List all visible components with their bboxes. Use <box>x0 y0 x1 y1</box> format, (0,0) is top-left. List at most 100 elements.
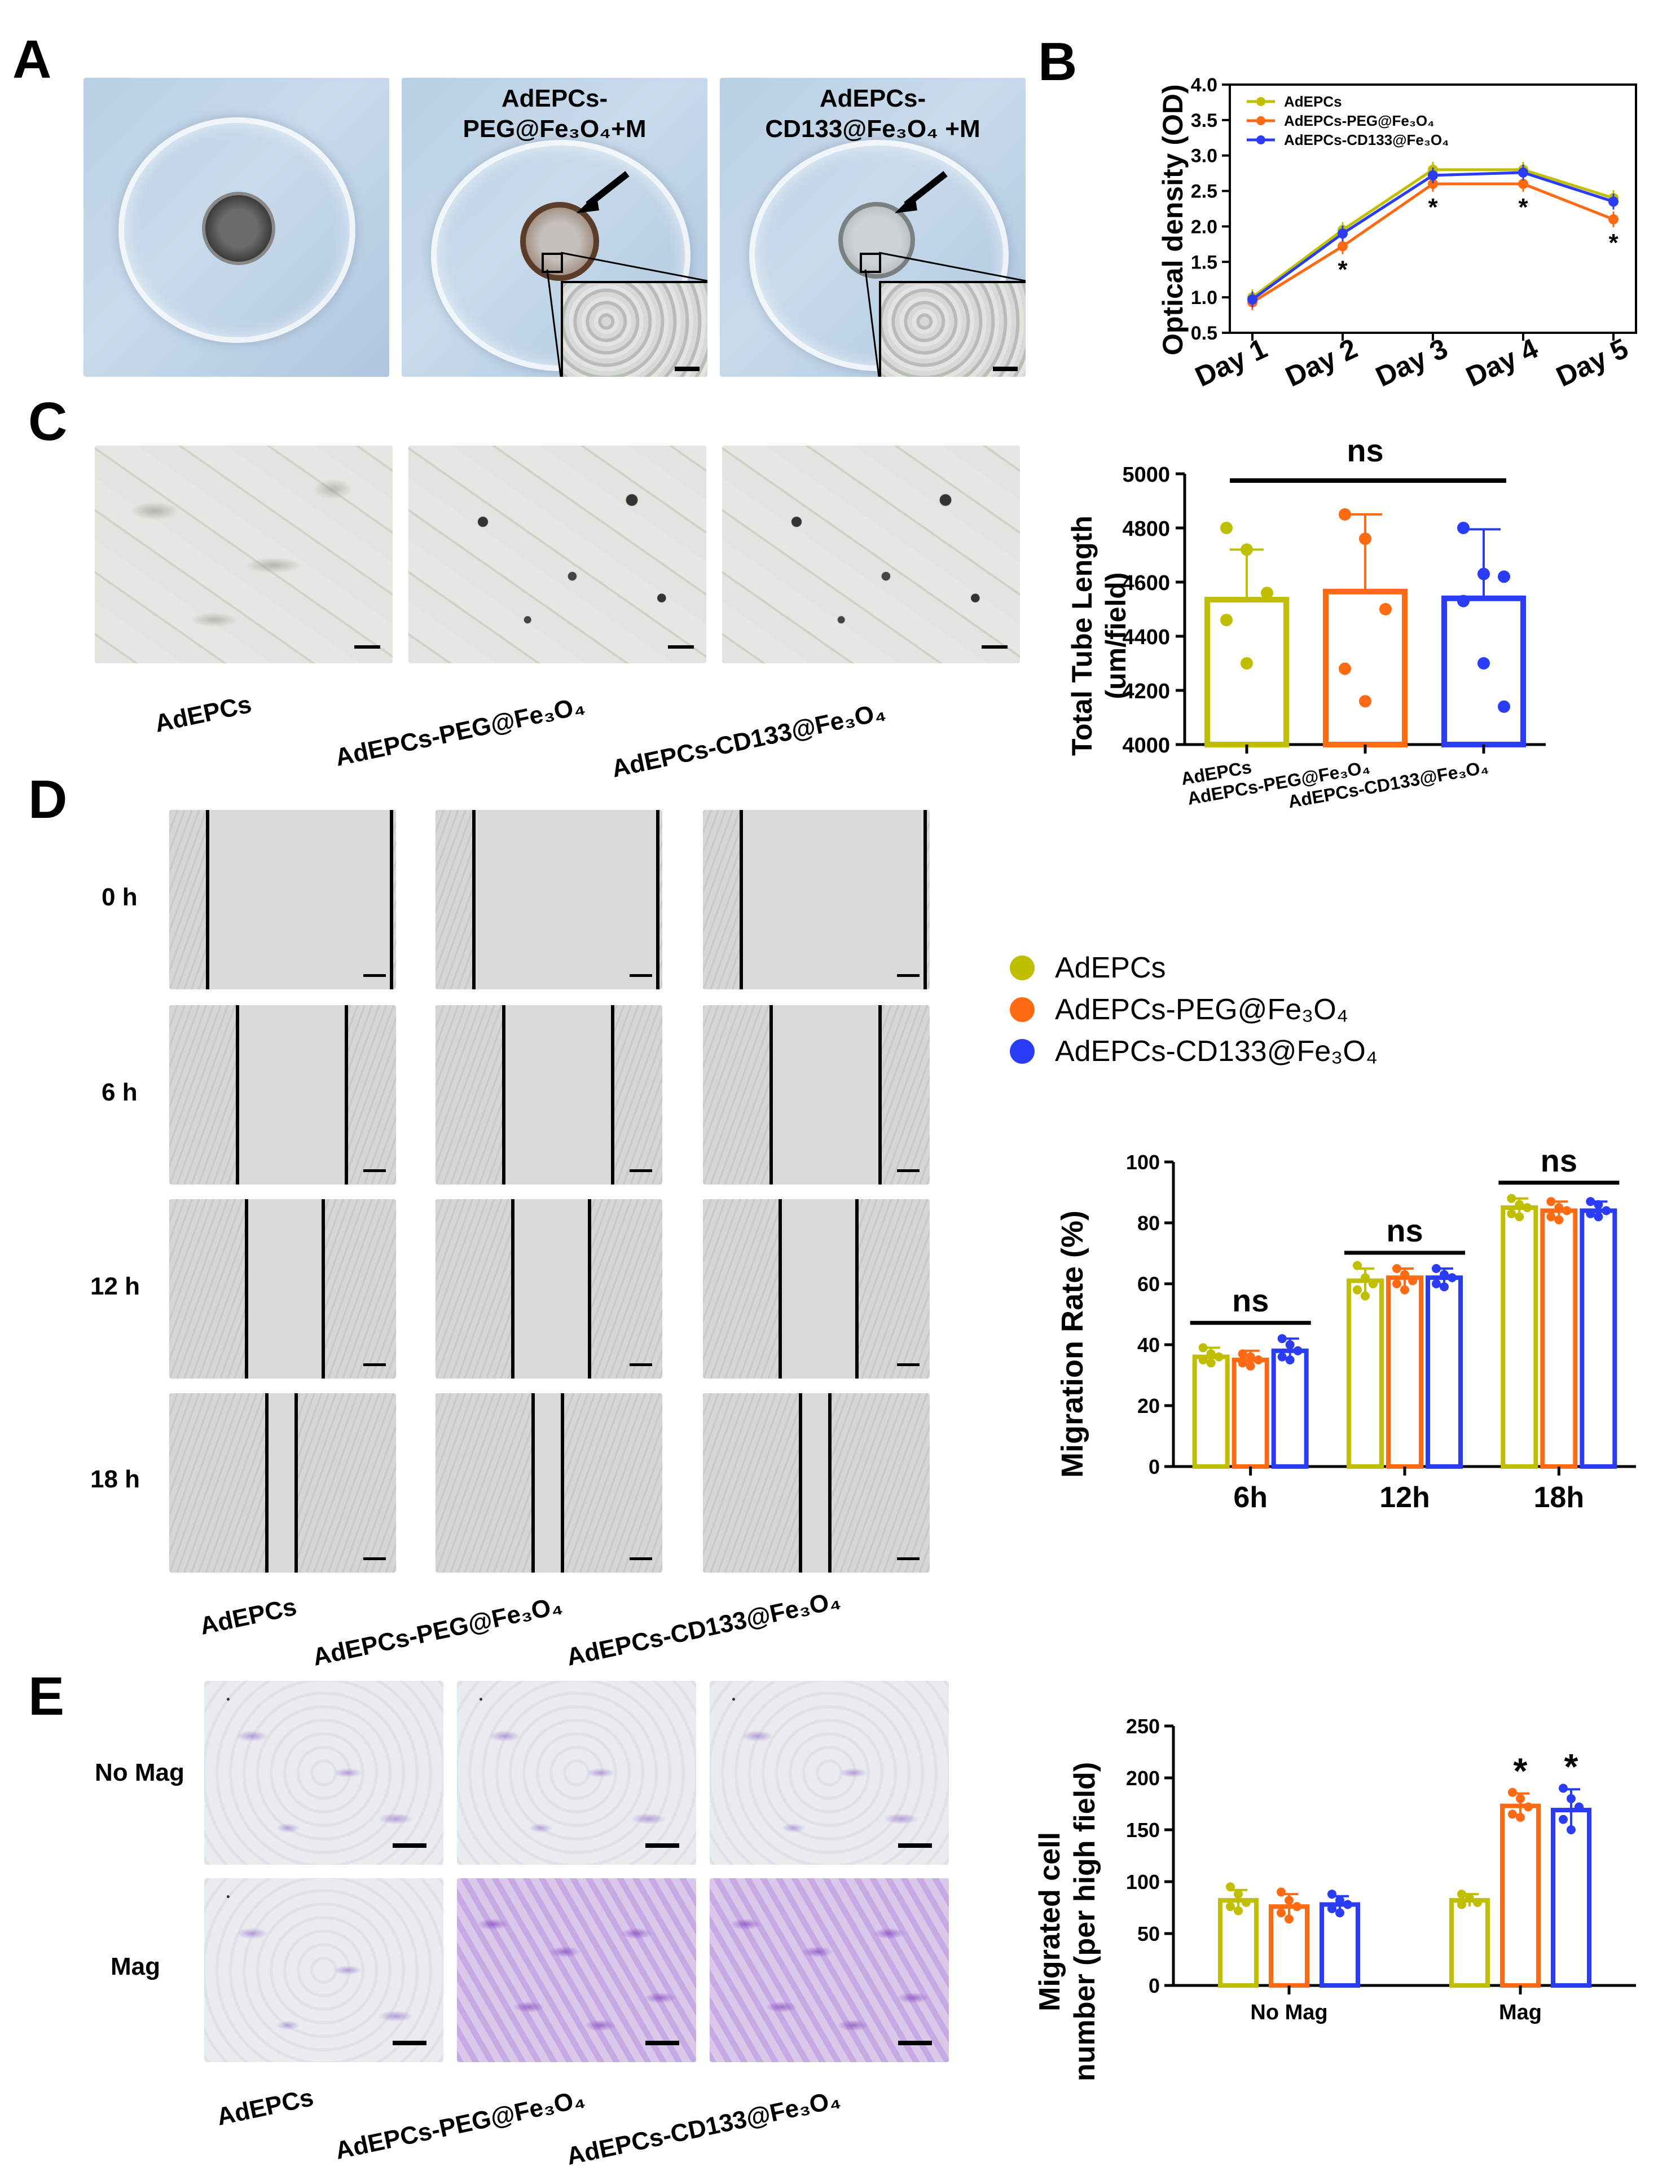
zoom-box <box>542 253 563 273</box>
d-row-label-0h: 0 h <box>102 883 138 911</box>
chart-e-point-0-1-1 <box>1285 1896 1294 1905</box>
chart-b-ytick-label: 1.0 <box>1191 287 1217 309</box>
chart-e-point-1-1-2 <box>1524 1802 1533 1812</box>
chart-e-point-1-2-4 <box>1567 1825 1576 1834</box>
d-row-label-6h: 6 h <box>102 1078 138 1106</box>
scratch-image-adepcs-row0 <box>169 810 396 989</box>
chart-d-point-0-2-0 <box>1277 1334 1287 1344</box>
transwell-mag-adepcs <box>204 1878 443 2062</box>
chart-d-point-2-1-2 <box>1562 1206 1572 1216</box>
chart-e-point-0-0-4 <box>1234 1906 1243 1916</box>
chart-d-ns-label-2: ns <box>1541 1143 1577 1178</box>
chart-d-point-1-1-0 <box>1392 1264 1401 1273</box>
chart-d-bar-1-0 <box>1347 1278 1384 1469</box>
chart-d-point-2-2-3 <box>1586 1209 1595 1218</box>
chart-e-point-1-2-1 <box>1567 1794 1576 1803</box>
chart-e-point-1-2-3 <box>1559 1815 1568 1824</box>
chart-c-point-2-3 <box>1457 595 1470 607</box>
dish-photo-peg: AdEPCs- PEG@Fe₃O₄+M <box>402 78 707 377</box>
chart-b-star: * <box>1518 193 1528 221</box>
dish-title-cd133-line2: CD133@Fe₃O₄ +M <box>765 115 980 143</box>
cell-ring <box>520 202 599 281</box>
chart-b-ytick-label: 0.5 <box>1191 323 1217 344</box>
chart-b-legend-label-1: AdEPCs-PEG@Fe₃O₄ <box>1284 112 1434 129</box>
scratch-image-peg-row0 <box>436 810 662 989</box>
d-group-label-cd133: AdEPCs-CD133@Fe₃O₄ <box>564 1586 843 1671</box>
chart-d-ytick-label: 0 <box>1149 1455 1160 1478</box>
chart-e-point-1-2-0 <box>1559 1784 1568 1793</box>
chart-d-ytick-label: 60 <box>1137 1272 1160 1296</box>
chart-e-bar-1-1 <box>1500 1803 1541 1988</box>
chart-d-point-1-0-3 <box>1353 1285 1362 1294</box>
chart-c-ytick-label: 4400 <box>1122 626 1170 649</box>
inset-micrograph-peg <box>561 281 707 377</box>
chart-e-point-1-1-1 <box>1516 1794 1525 1803</box>
chart-c-point-2-5 <box>1498 700 1510 713</box>
chart-c-point-0-4 <box>1241 657 1253 670</box>
chart-c-point-1-3 <box>1339 662 1351 675</box>
transwell-nomag-adepcs <box>204 1681 443 1865</box>
scratch-image-adepcs-row3 <box>169 1393 396 1573</box>
chart-d-point-0-0-1 <box>1206 1349 1216 1359</box>
scratch-image-cd133-row1 <box>703 1005 930 1185</box>
chart-e-point-0-2-2 <box>1343 1900 1352 1909</box>
chart-b-ytick-label: 1.5 <box>1191 252 1217 273</box>
chart-b-ylabel: Optical density (OD) <box>1157 84 1189 355</box>
scratch-image-peg-row1 <box>436 1005 662 1185</box>
chart-e-bar-1-0 <box>1449 1898 1490 1988</box>
e-group-label-peg: AdEPCs-PEG@Fe₃O₄ <box>333 2085 588 2165</box>
chart-d-bar-0-1 <box>1232 1358 1269 1469</box>
chart-c-ytick-label: 4600 <box>1122 571 1170 595</box>
c-group-label-adepcs: AdEPCs <box>152 690 254 738</box>
chart-d-point-0-1-4 <box>1246 1361 1255 1371</box>
chart-c-point-0-3 <box>1220 614 1233 627</box>
legend-item-peg: AdEPCs-PEG@Fe₃O₄ <box>1010 993 1348 1027</box>
chart-d-bar-0-2 <box>1271 1348 1309 1469</box>
e-row-label-nomag: No Mag <box>95 1759 184 1786</box>
tube-micrograph-cd133 <box>722 446 1020 663</box>
chart-b-legend-dot-1 <box>1256 116 1265 125</box>
scratch-image-peg-row2 <box>436 1199 662 1379</box>
chart-d-point-1-0-0 <box>1353 1261 1362 1270</box>
chart-e-star-2: * <box>1564 1746 1578 1787</box>
dish-title-peg-line2: PEG@Fe₃O₄+M <box>463 115 647 143</box>
scratch-image-cd133-row0 <box>703 810 930 989</box>
d-group-label-adepcs: AdEPCs <box>197 1592 299 1640</box>
chart-d-point-2-1-1 <box>1554 1203 1564 1212</box>
chart-d-point-0-2-2 <box>1293 1346 1303 1355</box>
chart-e-ytick-label: 200 <box>1126 1767 1160 1790</box>
chart-c-bar-1 <box>1323 588 1408 747</box>
chart-e-ytick-label: 100 <box>1126 1870 1160 1894</box>
chart-d-point-1-1-1 <box>1400 1270 1409 1279</box>
chart-e-point-1-1-0 <box>1508 1787 1517 1797</box>
chart-b-xtick-label: Day 5 <box>1551 332 1633 393</box>
chart-e-point-0-2-0 <box>1327 1890 1336 1899</box>
cell-ring-cd133 <box>838 202 915 279</box>
legend-dot-peg <box>1010 997 1035 1022</box>
arrow-and-zoom-lines-cd133 <box>864 171 1026 377</box>
chart-e-point-1-0-3 <box>1457 1900 1466 1909</box>
chart-d-xtick-label-1: 12h <box>1379 1481 1430 1514</box>
chart-e-point-0-0-2 <box>1242 1897 1251 1907</box>
chart-c-ytick-label: 4200 <box>1122 680 1170 703</box>
chart-d-ns-label-0: ns <box>1232 1283 1269 1318</box>
chart-d-bar-1-2 <box>1426 1275 1463 1469</box>
chart-e-point-1-0-1 <box>1465 1894 1474 1903</box>
dish-title-peg-line1: AdEPCs- <box>501 85 608 112</box>
chart-b-star: * <box>1428 193 1438 221</box>
scratch-image-cd133-row3 <box>703 1393 930 1573</box>
e-group-label-cd133: AdEPCs-CD133@Fe₃O₄ <box>564 2085 843 2170</box>
chart-d-point-0-1-0 <box>1238 1349 1247 1359</box>
chart-d-point-2-1-0 <box>1546 1197 1556 1207</box>
chart-e-xtick-label-0: No Mag <box>1250 2001 1327 2024</box>
chart-b-ytick-label: 2.5 <box>1191 181 1217 202</box>
chart-b-xtick-label: Day 4 <box>1461 332 1543 393</box>
chart-c-point-1-0 <box>1339 508 1351 521</box>
chart-e-point-1-0-2 <box>1473 1897 1482 1907</box>
dish-title-cd133-line1: AdEPCs- <box>819 85 926 112</box>
chart-c-point-2-2 <box>1498 570 1510 583</box>
chart-c-point-2-4 <box>1477 657 1490 670</box>
zoom-box-cd133 <box>860 253 881 273</box>
chart-d-bar-2-1 <box>1540 1208 1578 1469</box>
